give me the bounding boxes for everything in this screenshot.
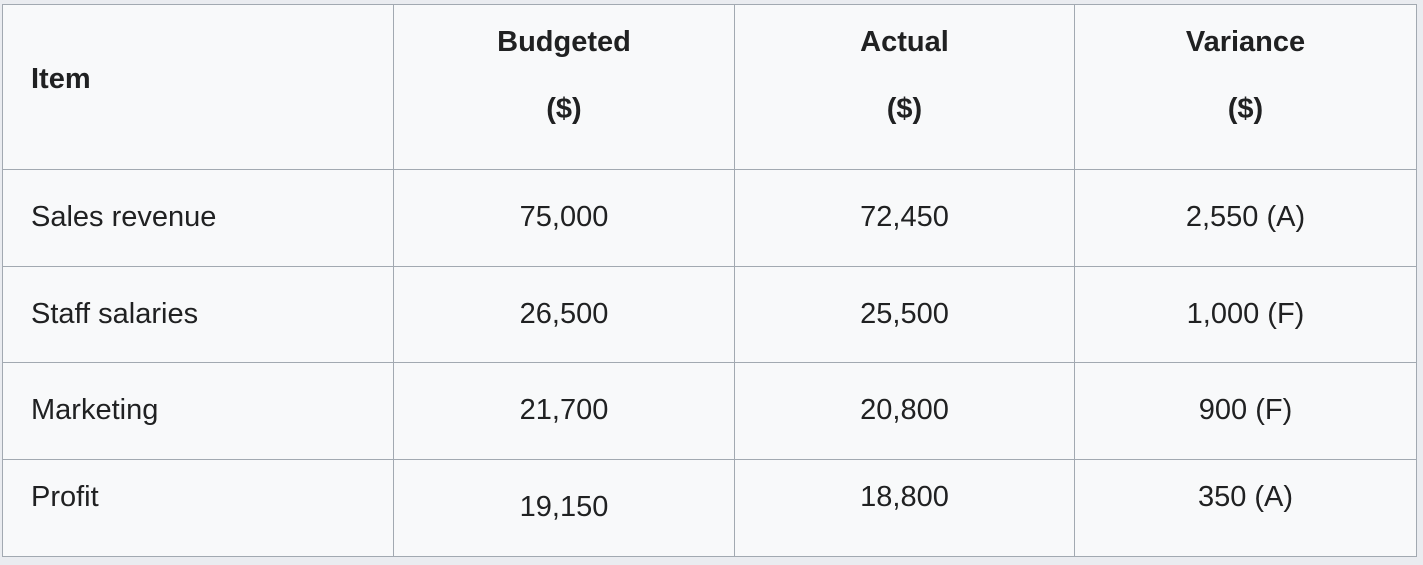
header-variance-unit: ($): [1227, 93, 1264, 125]
cell-actual: 20,800: [734, 362, 1075, 460]
cell-variance: 900 (F): [1074, 362, 1417, 460]
header-actual: Actual ($): [734, 4, 1075, 170]
variance-table-container: Item Budgeted ($) Actual ($) Variance ($…: [2, 4, 1417, 557]
header-variance: Variance ($): [1074, 4, 1417, 170]
cell-budgeted: 75,000: [393, 169, 735, 267]
cell-budgeted: 21,700: [393, 362, 735, 460]
budget-variance-table: Item Budgeted ($) Actual ($) Variance ($…: [2, 4, 1417, 557]
cell-actual: 72,450: [734, 169, 1075, 267]
cell-item: Sales revenue: [2, 169, 394, 267]
cell-budgeted: 19,150: [393, 459, 735, 557]
cell-item: Marketing: [2, 362, 394, 460]
header-budgeted: Budgeted ($): [393, 4, 735, 170]
cell-actual: 18,800: [734, 459, 1075, 557]
header-variance-label: Variance: [1185, 26, 1306, 58]
cell-budgeted: 26,500: [393, 266, 735, 363]
cell-item: Profit: [2, 459, 394, 557]
header-actual-unit: ($): [886, 93, 923, 125]
header-actual-label: Actual: [860, 26, 949, 58]
table-header-row: Item Budgeted ($) Actual ($) Variance ($…: [2, 4, 1417, 170]
header-budgeted-label: Budgeted: [497, 26, 631, 58]
header-budgeted-unit: ($): [546, 93, 582, 125]
cell-item: Staff salaries: [2, 266, 394, 363]
table-row: Profit 19,150 18,800 350 (A): [2, 459, 1417, 557]
table-row: Sales revenue 75,000 72,450 2,550 (A): [2, 169, 1417, 267]
cell-actual: 25,500: [734, 266, 1075, 363]
table-row: Staff salaries 26,500 25,500 1,000 (F): [2, 266, 1417, 363]
cell-variance: 350 (A): [1074, 459, 1417, 557]
cell-variance: 1,000 (F): [1074, 266, 1417, 363]
table-row: Marketing 21,700 20,800 900 (F): [2, 362, 1417, 460]
cell-variance: 2,550 (A): [1074, 169, 1417, 267]
header-item: Item: [2, 4, 394, 170]
